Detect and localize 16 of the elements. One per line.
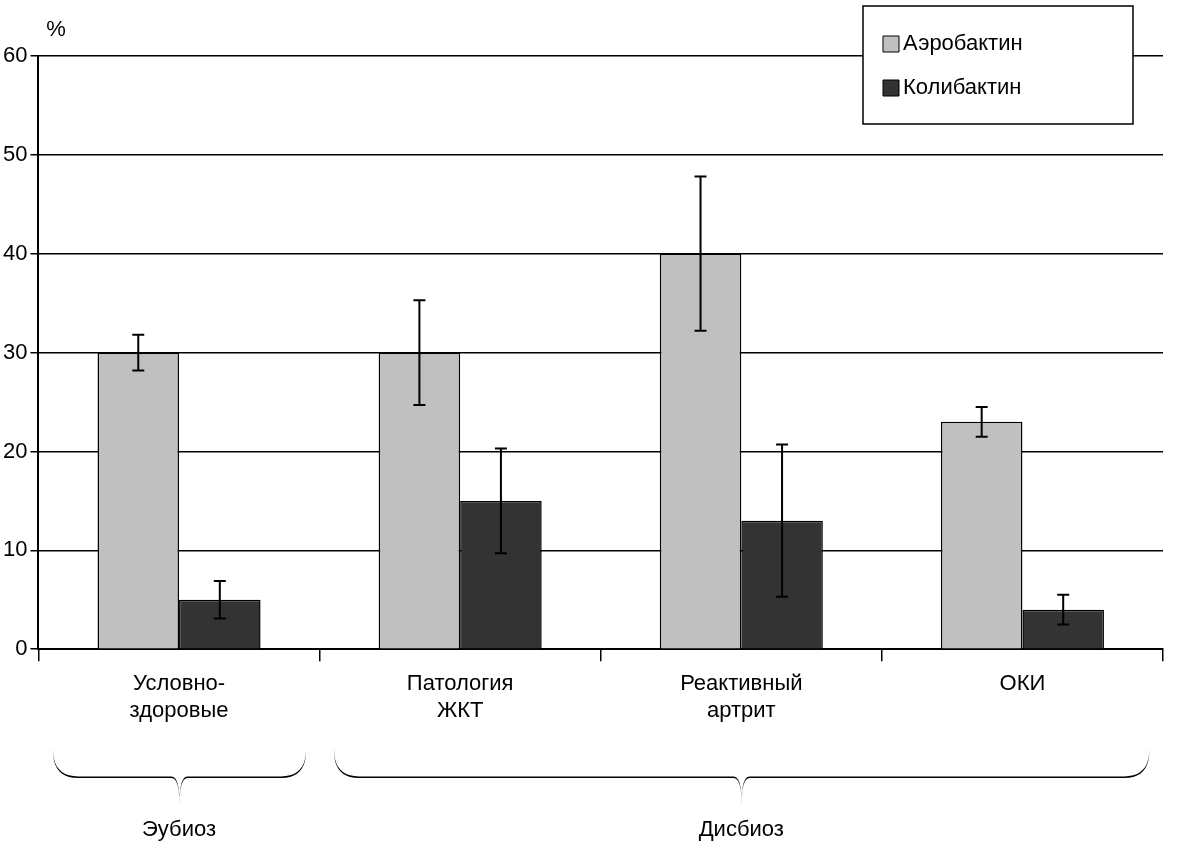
y-tick-label: 0 — [15, 635, 28, 661]
y-axis-title: % — [46, 16, 66, 42]
y-tick-label: 10 — [2, 536, 28, 562]
legend-label: Колибактин — [903, 74, 1022, 100]
x-tick-label: ОКИ — [999, 670, 1046, 696]
y-tick-label: 50 — [2, 140, 28, 166]
text: Дисбиоз — [698, 816, 784, 842]
x-tick-label: Реактивный артрит — [680, 670, 803, 722]
y-tick-label: 30 — [2, 338, 28, 364]
x-tick-label: Патология ЖКТ — [406, 670, 514, 722]
y-tick-label: 40 — [2, 239, 28, 265]
text: Эубиоз — [142, 816, 217, 842]
x-tick-label: Условно-здоровые — [129, 670, 229, 722]
y-tick-label: 60 — [2, 42, 28, 68]
y-tick-label: 20 — [2, 437, 28, 463]
legend-label: Аэробактин — [903, 30, 1023, 56]
